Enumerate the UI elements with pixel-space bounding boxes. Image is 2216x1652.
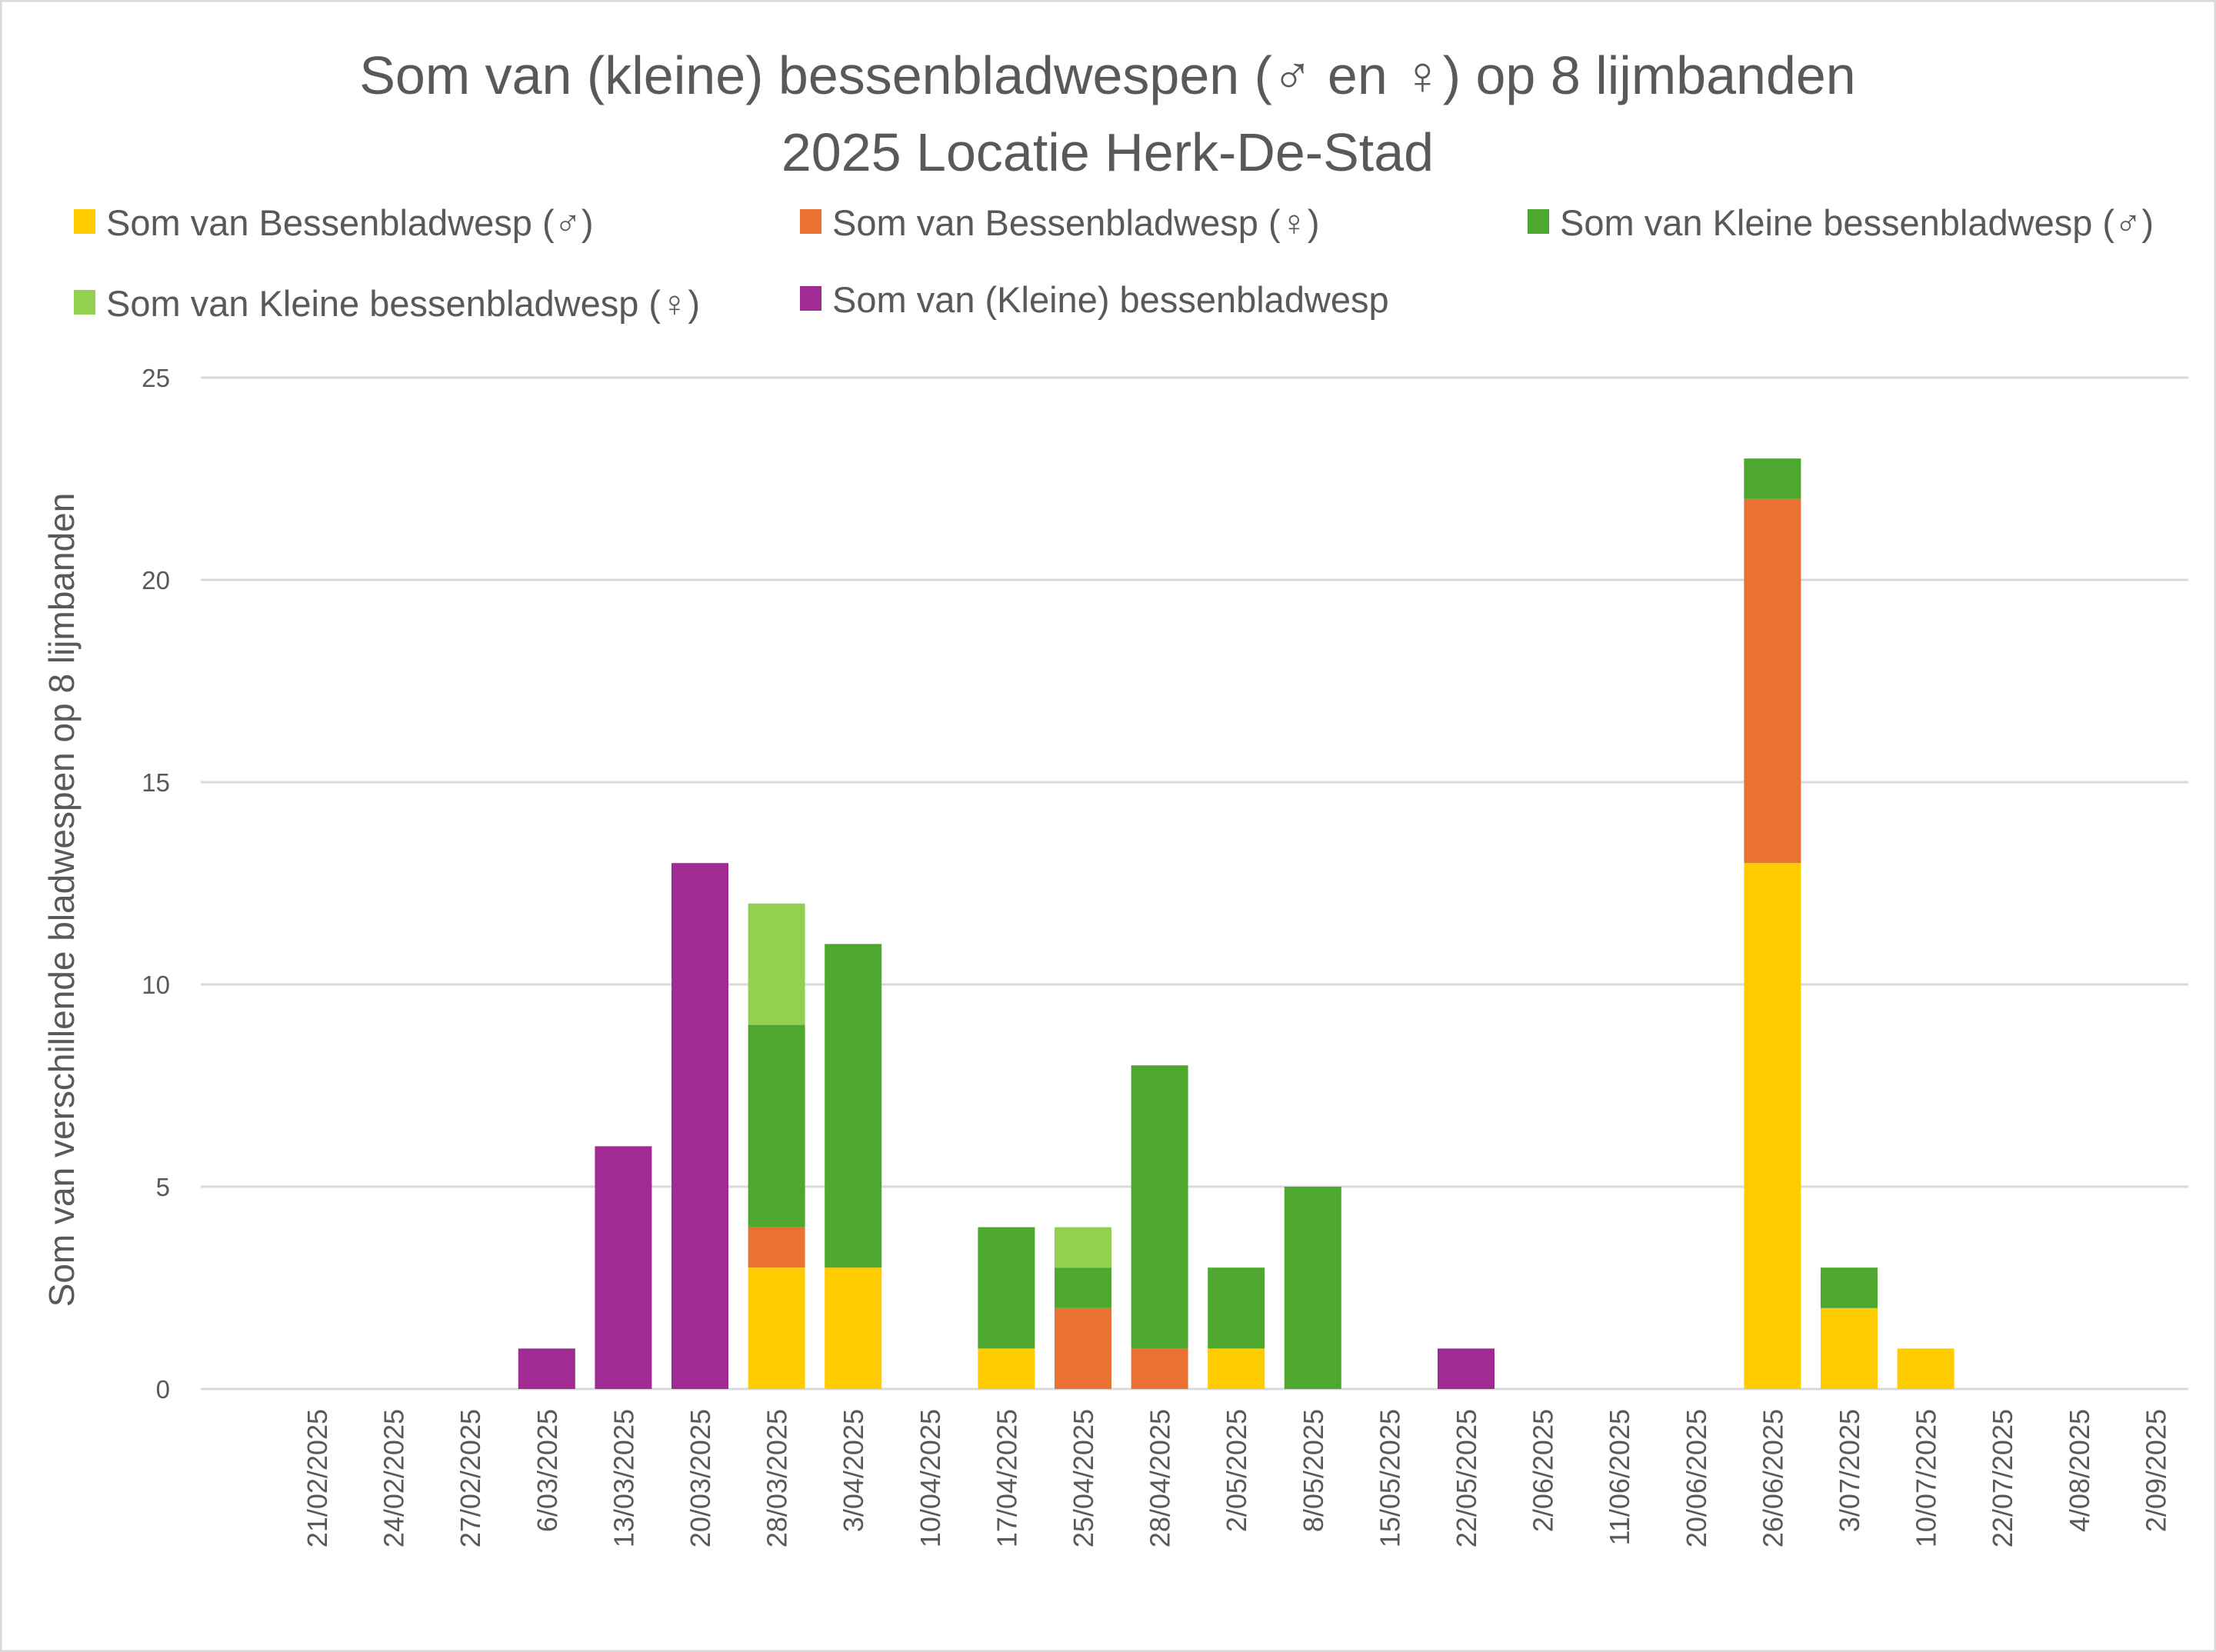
bar-segment-1 bbox=[1821, 1307, 1878, 1389]
legend-swatch bbox=[74, 290, 95, 315]
bar-segment-1 bbox=[1208, 1348, 1265, 1389]
x-tick-label: 25/04/2025 bbox=[1068, 1409, 1099, 1547]
x-tick-label: 3/04/2025 bbox=[838, 1409, 869, 1532]
x-tick-label: 27/02/2025 bbox=[455, 1409, 486, 1547]
legend-label: Som van (Kleine) bessenbladwesp bbox=[832, 279, 1389, 320]
bar-segment-2 bbox=[1055, 1307, 1111, 1389]
x-tick-label: 22/07/2025 bbox=[1987, 1409, 2018, 1547]
x-tick-label: 26/06/2025 bbox=[1757, 1409, 1788, 1547]
x-tick-label: 13/03/2025 bbox=[608, 1409, 639, 1547]
y-axis-ticks: 0 5 10 15 20 25 bbox=[142, 364, 170, 1404]
bar-segment-2 bbox=[1131, 1348, 1188, 1389]
x-tick-label: 20/06/2025 bbox=[1681, 1409, 1712, 1547]
x-axis-ticks: 21/02/2025 24/02/2025 27/02/2025 6/03/2025 1… bbox=[302, 1409, 2171, 1547]
bar-segment-5 bbox=[671, 863, 728, 1389]
chart-title-line-2: 2025 Locatie Herk-De-Stad bbox=[781, 122, 1434, 182]
y-tick-label: 20 bbox=[142, 566, 170, 595]
bar-segment-3 bbox=[1821, 1267, 1878, 1308]
x-tick-label: 28/03/2025 bbox=[761, 1409, 793, 1547]
chart-title-line-1: Som van (kleine) bessenbladwespen (♂ en … bbox=[359, 45, 1856, 105]
x-tick-label: 24/02/2025 bbox=[378, 1409, 410, 1547]
legend-swatch bbox=[1528, 209, 1549, 234]
bar-segment-3 bbox=[1055, 1267, 1111, 1308]
bar-segment-1 bbox=[1897, 1348, 1954, 1389]
legend-label: Som van Bessenbladwesp (♀) bbox=[832, 202, 1320, 243]
y-tick-label: 0 bbox=[156, 1375, 170, 1404]
x-tick-label: 3/07/2025 bbox=[1834, 1409, 1865, 1532]
x-tick-label: 4/08/2025 bbox=[2064, 1409, 2095, 1532]
legend-swatch bbox=[800, 209, 821, 234]
x-tick-label: 2/06/2025 bbox=[1528, 1409, 1559, 1532]
legend-label: Som van Kleine bessenbladwesp (♂) bbox=[1560, 202, 2154, 243]
x-tick-label: 2/05/2025 bbox=[1221, 1409, 1252, 1532]
bar-segment-3 bbox=[1208, 1267, 1265, 1349]
bar-segment-1 bbox=[1744, 863, 1801, 1389]
bar-segment-5 bbox=[595, 1146, 652, 1389]
bar-segment-4 bbox=[748, 903, 805, 1025]
y-tick-label: 10 bbox=[142, 971, 170, 999]
bar-segment-1 bbox=[825, 1267, 882, 1389]
x-tick-label: 11/06/2025 bbox=[1604, 1409, 1635, 1546]
x-tick-label: 2/09/2025 bbox=[2140, 1409, 2171, 1532]
legend-label: Som van Kleine bessenbladwesp (♀) bbox=[106, 283, 700, 324]
x-tick-label: 15/05/2025 bbox=[1374, 1409, 1405, 1547]
x-tick-label: 17/04/2025 bbox=[991, 1409, 1022, 1547]
x-tick-label: 8/05/2025 bbox=[1298, 1409, 1329, 1532]
bar-segment-2 bbox=[748, 1227, 805, 1268]
legend-label: Som van Bessenbladwesp (♂) bbox=[106, 202, 594, 243]
x-tick-label: 10/07/2025 bbox=[1911, 1409, 1942, 1547]
x-tick-label: 22/05/2025 bbox=[1451, 1409, 1482, 1547]
y-tick-label: 15 bbox=[142, 768, 170, 797]
bar-segment-3 bbox=[1131, 1065, 1188, 1349]
bar-segment-3 bbox=[825, 944, 882, 1268]
x-tick-label: 28/04/2025 bbox=[1145, 1409, 1176, 1547]
x-tick-label: 21/02/2025 bbox=[302, 1409, 333, 1547]
bar-segment-5 bbox=[518, 1348, 575, 1389]
y-tick-label: 25 bbox=[142, 364, 170, 392]
bar-segment-3 bbox=[1284, 1187, 1341, 1389]
bar-segment-3 bbox=[1744, 458, 1801, 499]
bar-segment-1 bbox=[748, 1267, 805, 1389]
y-tick-label: 5 bbox=[156, 1173, 170, 1201]
x-tick-label: 20/03/2025 bbox=[685, 1409, 716, 1547]
legend: Som van Bessenbladwesp (♂) Som van Bessen… bbox=[74, 202, 2154, 324]
bar-segment-5 bbox=[1438, 1348, 1495, 1389]
bar-segment-3 bbox=[748, 1024, 805, 1227]
bar-segment-1 bbox=[978, 1348, 1035, 1389]
bar-segment-4 bbox=[1055, 1227, 1111, 1268]
bar-segment-2 bbox=[1744, 498, 1801, 864]
legend-swatch bbox=[74, 209, 95, 234]
x-tick-label: 6/03/2025 bbox=[532, 1409, 563, 1532]
y-axis-title: Som van verschillende bladwespen op 8 li… bbox=[42, 493, 82, 1307]
legend-swatch bbox=[800, 286, 821, 311]
x-tick-label: 10/04/2025 bbox=[915, 1409, 946, 1547]
bars bbox=[518, 458, 1954, 1389]
bar-segment-3 bbox=[978, 1227, 1035, 1349]
